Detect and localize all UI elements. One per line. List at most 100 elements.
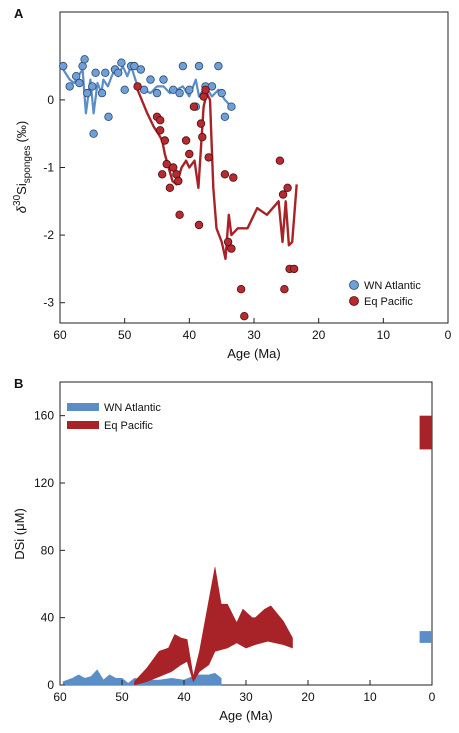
- panel-a-x-tick-label: 0: [445, 328, 452, 342]
- legend-b-eq-swatch: [67, 421, 99, 429]
- modern-band-wn: [419, 631, 432, 643]
- legend-b-wn-label: WN Atlantic: [104, 402, 161, 414]
- panel-b-y-tick-label: 160: [34, 409, 54, 423]
- data-point-wn: [220, 112, 230, 121]
- data-point-wn: [175, 88, 184, 98]
- data-point-eq: [185, 149, 194, 159]
- data-point-eq: [175, 210, 184, 219]
- panel-b-ticks: 60 50 40 30 20 10 0 0 40 80 120 160: [34, 409, 436, 704]
- panel-b-y-axis-label: DSi (μM): [12, 508, 27, 560]
- panel-a-plot-frame: [59, 11, 449, 324]
- panel-a: A 60 50 40 30 20 10 00-1-2-3 Age (Ma) δ30Sispo…: [12, 6, 452, 361]
- panel-b-y-tick-label: 0: [47, 678, 54, 692]
- data-point-wn: [146, 75, 155, 84]
- legend-b-wn-swatch: [67, 403, 99, 411]
- envelope-wn: [62, 669, 222, 686]
- y-label-unit: (‰): [14, 121, 29, 143]
- data-point-wn: [117, 58, 126, 67]
- panel-a-x-tick-label: 10: [377, 328, 391, 342]
- data-point-eq: [133, 82, 142, 91]
- data-point-wn: [217, 88, 226, 98]
- panel-b-label: B: [14, 376, 23, 391]
- data-point-eq: [155, 126, 165, 135]
- data-point-eq: [278, 190, 288, 199]
- panel-b-x-tick-label: 40: [177, 690, 191, 704]
- legend-a-wn-label: WN Atlantic: [364, 280, 421, 292]
- y-label-delta: δ: [14, 205, 29, 213]
- data-point-eq: [204, 153, 213, 162]
- legend-a-wn-marker: [349, 280, 359, 290]
- data-point-wn: [82, 88, 92, 98]
- data-point-eq: [165, 183, 175, 192]
- data-point-eq: [280, 285, 289, 294]
- legend-b-eq-label: Eq Pacific: [104, 420, 153, 432]
- data-point-wn: [214, 61, 223, 71]
- panel-a-legend: WN Atlantic Eq Pacific: [349, 280, 421, 308]
- panel-a-y-axis-label: δ30Sisponges (‰): [12, 121, 33, 213]
- panel-a-x-tick-label: 50: [118, 328, 132, 342]
- panel-a-x-axis-label: Age (Ma): [227, 346, 280, 361]
- data-point-wn: [139, 85, 149, 94]
- panel-a-points: [59, 55, 299, 321]
- data-point-wn: [104, 112, 113, 121]
- panel-a-x-tick-label: 60: [53, 328, 67, 342]
- panel-a-x-tick-label: 20: [312, 328, 326, 342]
- panel-b-y-tick-label: 80: [41, 543, 55, 557]
- data-point-eq: [220, 170, 230, 179]
- panel-a-label: A: [14, 6, 24, 21]
- envelope-eq: [134, 567, 293, 686]
- data-point-eq: [198, 132, 207, 142]
- data-point-wn: [120, 85, 129, 94]
- panel-b: B 60 50 40 30 20 10 0 0 40 80 120 160 Age (Ma) DSi …: [12, 376, 436, 723]
- panel-a-y-tick-label: 0: [47, 93, 54, 107]
- data-point-wn: [59, 61, 68, 71]
- legend-a-eq-marker: [349, 296, 359, 306]
- data-point-eq: [240, 312, 249, 321]
- modern-band-eq: [419, 415, 432, 450]
- panel-a-ticks: 60 50 40 30 20 10 0 0 -1 -2 -3: [43, 93, 451, 342]
- data-point-eq: [283, 183, 292, 192]
- data-point-wn: [101, 68, 110, 77]
- panel-b-x-tick-label: 20: [301, 690, 315, 704]
- panel-a-y-tick-label: -2: [43, 228, 54, 242]
- legend-a-eq-label: Eq Pacific: [364, 296, 413, 308]
- panel-b-x-tick-label: 30: [239, 690, 253, 704]
- data-point-wn: [130, 61, 139, 71]
- data-point-wn: [159, 75, 168, 84]
- panel-a-y-tick-label: -1: [43, 161, 54, 175]
- data-point-wn: [207, 82, 217, 91]
- data-point-eq: [168, 163, 178, 172]
- data-point-wn: [136, 65, 145, 74]
- data-point-eq: [289, 264, 299, 274]
- data-point-wn: [97, 88, 107, 98]
- data-point-wn: [227, 102, 236, 111]
- panel-b-x-tick-label: 10: [363, 690, 377, 704]
- data-point-eq: [160, 136, 169, 145]
- panel-b-x-axis-label: Age (Ma): [219, 708, 272, 723]
- y-label-base: Si: [14, 183, 29, 195]
- data-point-eq: [181, 136, 191, 145]
- panel-a-x-tick-label: 40: [183, 328, 197, 342]
- panel-b-x-tick-label: 60: [53, 690, 67, 704]
- data-point-wn: [65, 82, 74, 91]
- data-point-wn: [91, 68, 100, 77]
- y-label-sub: sponges: [22, 145, 33, 183]
- data-point-eq: [196, 119, 206, 128]
- data-point-eq: [223, 237, 233, 247]
- data-point-eq: [157, 170, 167, 179]
- data-point-eq: [194, 220, 204, 230]
- data-point-wn: [75, 78, 84, 88]
- data-point-eq: [162, 159, 171, 169]
- data-point-wn: [194, 61, 204, 71]
- data-point-wn: [71, 71, 81, 81]
- data-point-eq: [227, 244, 236, 253]
- data-point-eq: [229, 173, 238, 182]
- data-point-wn: [152, 88, 162, 98]
- data-point-eq: [275, 156, 285, 165]
- panel-b-y-tick-label: 120: [34, 476, 54, 490]
- panel-b-legend: WN Atlantic Eq Pacific: [67, 402, 161, 432]
- panel-b-y-tick-label: 40: [41, 611, 55, 625]
- panel-a-y-tick-label: -3: [43, 296, 54, 310]
- data-point-eq: [201, 85, 210, 94]
- data-point-eq: [189, 102, 199, 111]
